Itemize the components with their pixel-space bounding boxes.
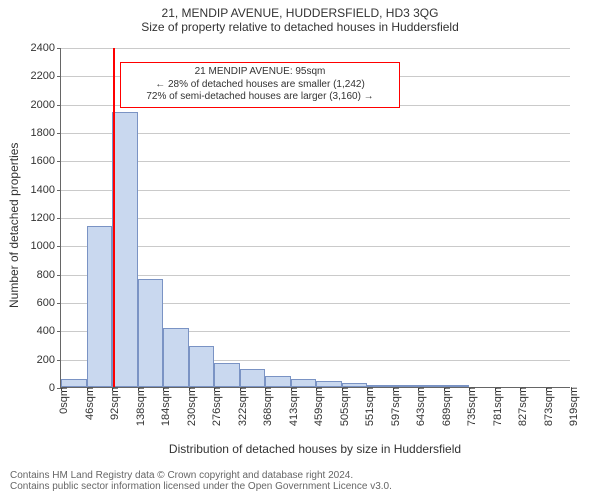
x-tick-label: 322sqm (231, 387, 249, 426)
page-title: 21, MENDIP AVENUE, HUDDERSFIELD, HD3 3QG (0, 6, 600, 20)
x-tick-label: 92sqm (103, 387, 121, 420)
callout-line: 72% of semi-detached houses are larger (… (127, 91, 393, 104)
x-tick-label: 459sqm (307, 387, 325, 426)
y-tick-label: 200 (37, 354, 61, 366)
y-tick-label: 2000 (31, 99, 61, 111)
x-tick-label: 0sqm (52, 387, 70, 414)
histogram-bar (214, 363, 240, 387)
x-tick-label: 689sqm (435, 387, 453, 426)
histogram-bar (112, 112, 138, 387)
x-axis-title: Distribution of detached houses by size … (60, 442, 570, 456)
y-tick-label: 800 (37, 269, 61, 281)
y-tick-label: 1200 (31, 212, 61, 224)
y-tick-label: 2200 (31, 70, 61, 82)
x-tick-label: 46sqm (78, 387, 96, 420)
footer-line: Contains HM Land Registry data © Crown c… (10, 470, 600, 481)
x-tick-label: 230sqm (180, 387, 198, 426)
x-tick-label: 551sqm (358, 387, 376, 426)
footer-line: Contains public sector information licen… (10, 481, 600, 492)
y-tick-label: 1400 (31, 184, 61, 196)
page-subtitle: Size of property relative to detached ho… (0, 20, 600, 34)
histogram-bar (240, 369, 266, 387)
x-tick-label: 597sqm (384, 387, 402, 426)
gridline (61, 48, 570, 49)
callout-line: ← 28% of detached houses are smaller (1,… (127, 79, 393, 92)
reference-line (113, 48, 115, 387)
x-tick-label: 827sqm (511, 387, 529, 426)
x-tick-label: 138sqm (129, 387, 147, 426)
footer: Contains HM Land Registry data © Crown c… (0, 470, 600, 492)
callout-line: 21 MENDIP AVENUE: 95sqm (127, 66, 393, 79)
x-tick-label: 781sqm (486, 387, 504, 426)
histogram-bar (367, 385, 393, 387)
x-tick-label: 276sqm (205, 387, 223, 426)
y-tick-label: 1800 (31, 127, 61, 139)
x-tick-label: 413sqm (282, 387, 300, 426)
histogram-bar (393, 385, 419, 387)
y-tick-label: 1600 (31, 155, 61, 167)
y-axis-title: Number of detached properties (7, 143, 21, 308)
y-tick-label: 2400 (31, 42, 61, 54)
histogram-bar (138, 279, 164, 387)
y-tick-label: 1000 (31, 240, 61, 252)
histogram-bar (61, 379, 87, 388)
histogram-bar (418, 385, 444, 387)
histogram-bar (342, 383, 368, 387)
x-tick-label: 873sqm (537, 387, 555, 426)
histogram-bar (444, 385, 470, 387)
x-tick-label: 643sqm (409, 387, 427, 426)
histogram-bar (316, 381, 342, 387)
x-tick-label: 184sqm (154, 387, 172, 426)
y-tick-label: 600 (37, 297, 61, 309)
histogram-bar (265, 376, 291, 387)
histogram-bar (87, 226, 113, 388)
histogram-bar (291, 379, 317, 388)
x-tick-label: 919sqm (562, 387, 580, 426)
y-tick-label: 400 (37, 325, 61, 337)
x-tick-label: 368sqm (256, 387, 274, 426)
histogram-bar (163, 328, 189, 388)
x-tick-label: 505sqm (333, 387, 351, 426)
histogram-bar (189, 346, 215, 387)
callout-box: 21 MENDIP AVENUE: 95sqm ← 28% of detache… (120, 62, 400, 108)
x-tick-label: 735sqm (460, 387, 478, 426)
